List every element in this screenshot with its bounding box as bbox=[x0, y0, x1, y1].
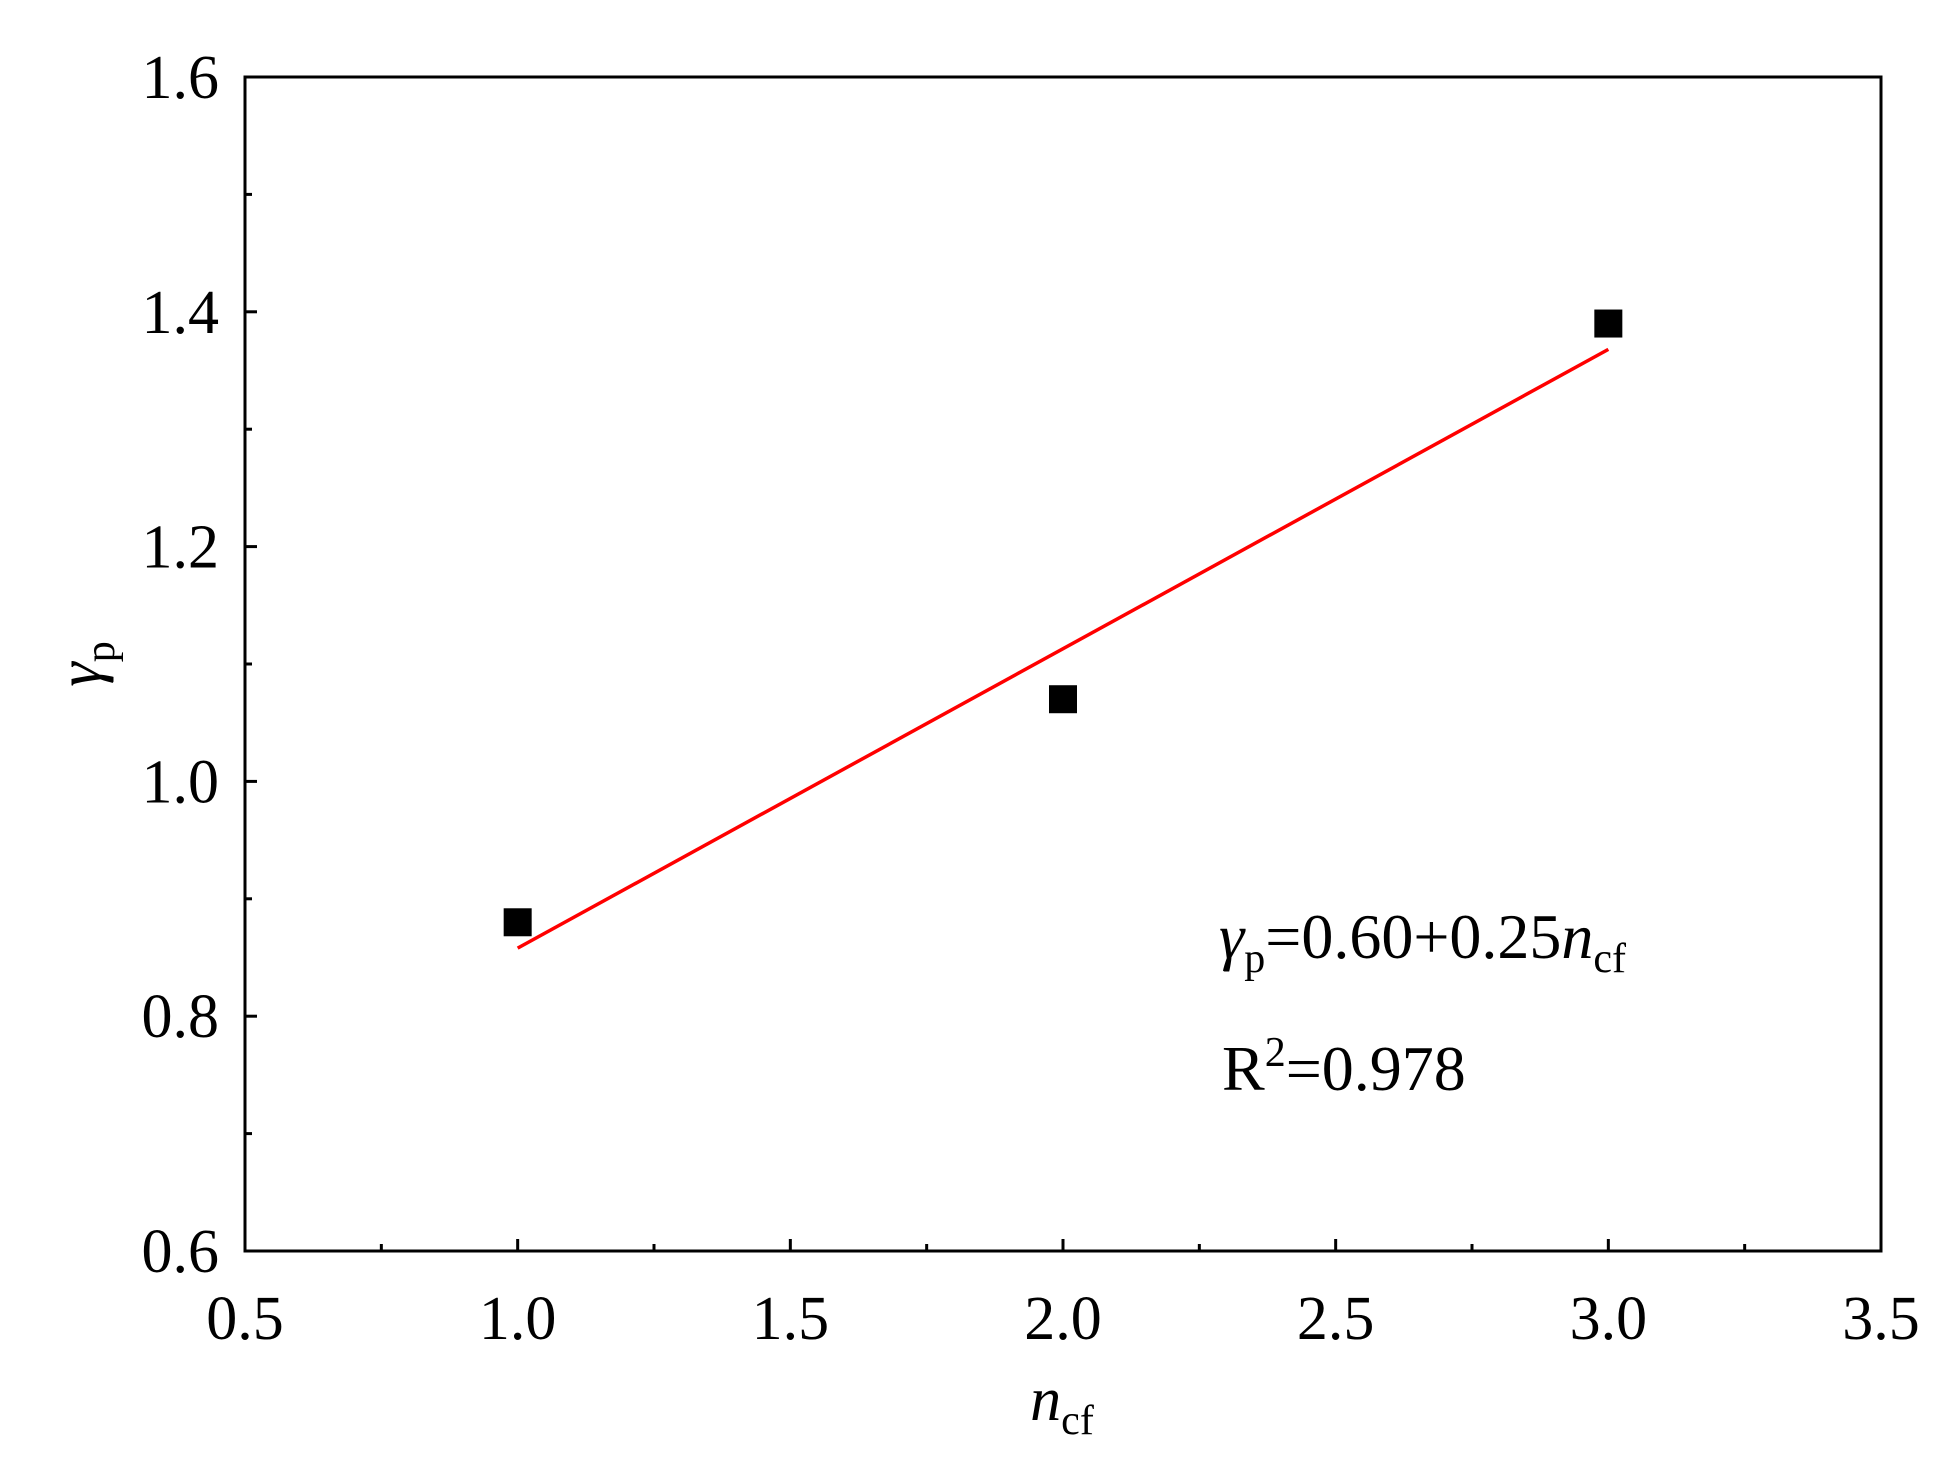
y-tick-label: 0.6 bbox=[142, 1218, 220, 1286]
annotation: R2=0.978 bbox=[1222, 1030, 1466, 1104]
x-tick-label: 1.5 bbox=[752, 1285, 830, 1353]
y-tick-label: 1.0 bbox=[142, 748, 220, 816]
x-tick-label: 2.5 bbox=[1297, 1285, 1375, 1353]
data-point bbox=[1594, 309, 1623, 338]
y-tick-label: 0.8 bbox=[142, 983, 220, 1051]
annotation-part: p bbox=[1244, 936, 1265, 982]
x-tick-label: 1.0 bbox=[479, 1285, 557, 1353]
x-axis-label: ncf bbox=[1030, 1366, 1094, 1444]
x-label-sub: cf bbox=[1061, 1398, 1094, 1444]
annotation-part: γ bbox=[1219, 901, 1246, 972]
annotation-part: 2 bbox=[1265, 1030, 1286, 1076]
y-tick-label: 1.2 bbox=[142, 514, 220, 582]
x-tick-label: 3.5 bbox=[1842, 1285, 1920, 1353]
x-label-base: n bbox=[1030, 1366, 1061, 1434]
x-tick-label: 2.0 bbox=[1024, 1285, 1102, 1353]
plot-frame bbox=[243, 75, 1883, 1253]
y-label-base: γ bbox=[46, 661, 114, 687]
annotation-part: =0.978 bbox=[1286, 1033, 1466, 1104]
data-point bbox=[1049, 685, 1077, 714]
annotation-part: =0.60+0.25 bbox=[1265, 901, 1561, 972]
y-axis-label: γp bbox=[46, 641, 124, 686]
annotation-part: n bbox=[1561, 901, 1593, 972]
y-label-sub: p bbox=[78, 641, 124, 662]
x-tick-label: 0.5 bbox=[206, 1285, 284, 1353]
y-tick-label: 1.6 bbox=[142, 44, 220, 112]
annotation-part: cf bbox=[1593, 936, 1626, 982]
y-tick-label: 1.4 bbox=[142, 279, 220, 347]
x-tick-label: 3.0 bbox=[1570, 1285, 1648, 1353]
annotation-part: R bbox=[1222, 1033, 1265, 1104]
fit-line bbox=[516, 347, 1610, 950]
annotation: γp=0.60+0.25ncf bbox=[1219, 901, 1626, 982]
data-point bbox=[503, 908, 532, 937]
